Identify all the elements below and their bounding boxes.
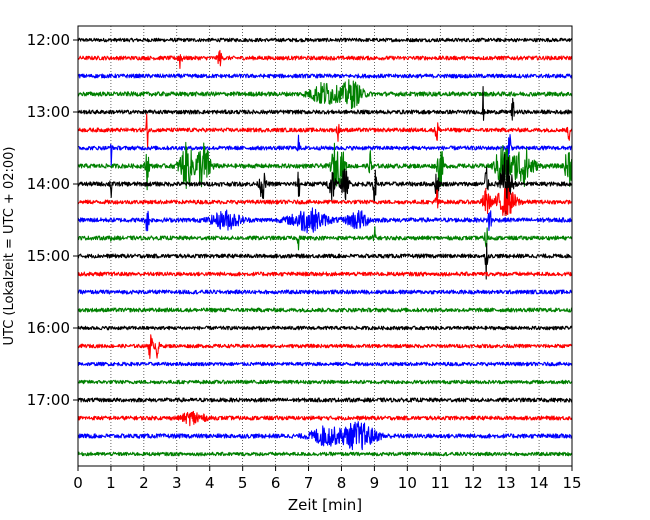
trace-1715: [78, 410, 572, 427]
trace-1500: [78, 242, 572, 280]
x-tick-label-11: 11: [431, 474, 450, 492]
trace-1400: [78, 153, 572, 215]
y-tick-label-2: 14:00: [27, 175, 70, 193]
trace-1430: [78, 207, 572, 234]
trace-1300: [78, 86, 572, 121]
x-axis-ticks: 0 1 2 3 4 5 6 7 8 9 10 11 12 13 14 15: [73, 466, 582, 492]
trace-1445: [78, 226, 572, 251]
trace-1600: [78, 325, 572, 331]
x-tick-label-13: 13: [497, 474, 516, 492]
x-tick-label-14: 14: [530, 474, 549, 492]
x-tick-label-7: 7: [304, 474, 314, 492]
traces: [78, 37, 572, 457]
x-tick-label-1: 1: [106, 474, 116, 492]
trace-1630: [78, 361, 572, 367]
x-tick-label-5: 5: [238, 474, 248, 492]
x-tick-label-3: 3: [172, 474, 182, 492]
x-tick-label-4: 4: [205, 474, 215, 492]
trace-1330: [78, 134, 572, 168]
y-tick-label-3: 15:00: [27, 247, 70, 265]
x-axis-label: Zeit [min]: [288, 496, 362, 514]
trace-1215: [78, 49, 572, 69]
y-tick-label-4: 16:00: [27, 319, 70, 337]
trace-1615: [78, 334, 572, 359]
trace-1530: [78, 289, 572, 295]
x-tick-label-8: 8: [337, 474, 347, 492]
x-tick-label-12: 12: [464, 474, 483, 492]
trace-1545: [78, 307, 572, 313]
plot-frame: [77, 25, 573, 467]
y-axis-label: UTC (Lokalzeit = UTC + 02:00): [2, 147, 17, 346]
trace-1315: [78, 113, 572, 149]
y-tick-label-0: 12:00: [27, 31, 70, 49]
x-tick-label-2: 2: [139, 474, 149, 492]
trace-1415: [78, 187, 572, 217]
trace-1245: [78, 79, 572, 110]
trace-1345: [78, 141, 572, 191]
x-tick-label-9: 9: [370, 474, 380, 492]
trace-1515: [78, 271, 572, 277]
x-tick-label-10: 10: [398, 474, 417, 492]
y-axis-ticks: 12:00 13:00 14:00 15:00 16:00 17:00: [27, 31, 78, 409]
trace-1700: [78, 397, 572, 403]
trace-1645: [78, 379, 572, 385]
y-tick-label-1: 13:00: [27, 103, 70, 121]
y-tick-label-5: 17:00: [27, 391, 70, 409]
trace-1745: [78, 451, 572, 457]
x-tick-label-6: 6: [271, 474, 281, 492]
trace-1200: [78, 37, 572, 43]
grid-lines: [110, 26, 540, 466]
trace-1230: [78, 73, 572, 79]
x-tick-label-0: 0: [73, 474, 83, 492]
x-tick-label-15: 15: [562, 474, 581, 492]
trace-1730: [78, 421, 572, 451]
